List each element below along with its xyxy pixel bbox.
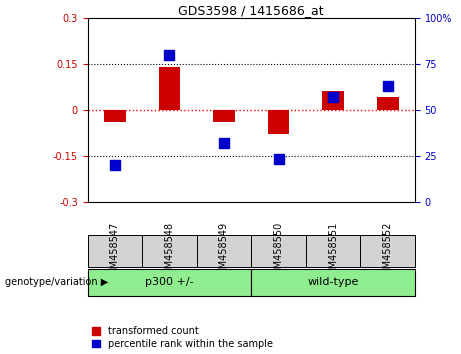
Text: GSM458549: GSM458549 — [219, 222, 229, 281]
Bar — [104, 110, 126, 122]
Point — [166, 52, 173, 57]
Text: GSM458550: GSM458550 — [273, 222, 284, 281]
Text: GSM458552: GSM458552 — [383, 222, 393, 281]
Text: GSM458547: GSM458547 — [110, 222, 120, 281]
Bar — [361, 235, 415, 267]
Bar — [251, 269, 415, 296]
Point — [329, 94, 337, 100]
Point — [220, 140, 228, 146]
Bar — [306, 235, 361, 267]
Bar — [377, 97, 398, 110]
Bar — [322, 91, 344, 110]
Text: wild-type: wild-type — [307, 277, 359, 287]
Bar — [159, 67, 180, 110]
Bar — [197, 235, 251, 267]
Bar — [142, 235, 197, 267]
Point — [275, 156, 282, 162]
Text: GSM458551: GSM458551 — [328, 222, 338, 281]
Bar — [88, 269, 251, 296]
Legend: transformed count, percentile rank within the sample: transformed count, percentile rank withi… — [93, 326, 273, 349]
Bar — [267, 110, 290, 134]
Bar — [251, 235, 306, 267]
Text: p300 +/-: p300 +/- — [145, 277, 194, 287]
Bar — [213, 110, 235, 122]
Point — [111, 162, 118, 168]
Title: GDS3598 / 1415686_at: GDS3598 / 1415686_at — [178, 4, 324, 17]
Text: GSM458548: GSM458548 — [165, 222, 174, 281]
Point — [384, 83, 391, 88]
Text: genotype/variation ▶: genotype/variation ▶ — [5, 277, 108, 287]
Bar — [88, 235, 142, 267]
